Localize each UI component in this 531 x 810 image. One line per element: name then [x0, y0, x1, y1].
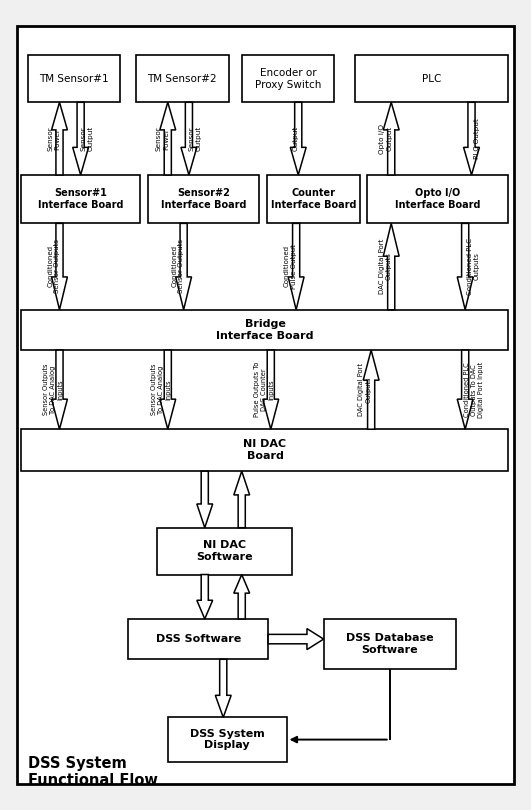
Text: Sensor
Power: Sensor Power: [48, 126, 61, 151]
Text: DSS System
Display: DSS System Display: [190, 729, 264, 750]
Polygon shape: [52, 350, 67, 429]
Polygon shape: [290, 102, 306, 175]
FancyBboxPatch shape: [21, 309, 509, 350]
Text: Conditioned
Sensor Outputs: Conditioned Sensor Outputs: [172, 239, 184, 293]
Text: Sensor Outputs
To DAC Analog
Inputs: Sensor Outputs To DAC Analog Inputs: [43, 364, 63, 416]
FancyBboxPatch shape: [157, 527, 292, 574]
Polygon shape: [197, 574, 213, 619]
Text: Bridge
Interface Board: Bridge Interface Board: [216, 319, 314, 341]
FancyBboxPatch shape: [28, 55, 120, 102]
Text: NI DAC
Board: NI DAC Board: [243, 439, 287, 461]
Polygon shape: [160, 102, 176, 175]
Polygon shape: [197, 471, 213, 527]
FancyBboxPatch shape: [367, 175, 509, 224]
Text: DAC Digital Port
Outputs: DAC Digital Port Outputs: [358, 363, 371, 416]
Polygon shape: [234, 471, 250, 527]
Polygon shape: [160, 350, 176, 429]
Text: NI DAC
Software: NI DAC Software: [196, 540, 253, 562]
Text: Sensor#1
Interface Board: Sensor#1 Interface Board: [38, 189, 124, 210]
Text: TM Sensor#2: TM Sensor#2: [148, 74, 217, 84]
Polygon shape: [52, 224, 67, 309]
Text: DSS Database
Software: DSS Database Software: [346, 633, 433, 654]
Polygon shape: [383, 102, 399, 175]
Text: PLC: PLC: [422, 74, 442, 84]
Text: Sensor#2
Interface Board: Sensor#2 Interface Board: [161, 189, 246, 210]
Text: Sensor
Power: Sensor Power: [156, 126, 169, 151]
FancyBboxPatch shape: [267, 175, 359, 224]
Polygon shape: [288, 224, 304, 309]
Text: Conditioned
Sensor Outputs: Conditioned Sensor Outputs: [47, 239, 60, 293]
Polygon shape: [73, 102, 89, 175]
FancyBboxPatch shape: [148, 175, 259, 224]
Polygon shape: [263, 350, 279, 429]
Polygon shape: [457, 350, 473, 429]
Polygon shape: [383, 224, 399, 309]
FancyBboxPatch shape: [21, 175, 140, 224]
Text: Encoder or
Proxy Switch: Encoder or Proxy Switch: [255, 68, 321, 90]
Polygon shape: [268, 629, 323, 650]
Text: DSS System
Functional Flow: DSS System Functional Flow: [28, 756, 158, 788]
Text: Sensor
Output: Sensor Output: [81, 126, 93, 151]
Polygon shape: [464, 102, 479, 175]
Text: Opto I/O
Output: Opto I/O Output: [380, 124, 392, 154]
FancyBboxPatch shape: [323, 619, 456, 669]
Polygon shape: [176, 224, 192, 309]
FancyBboxPatch shape: [355, 55, 509, 102]
FancyBboxPatch shape: [242, 55, 334, 102]
Polygon shape: [181, 102, 197, 175]
Text: TM Sensor#1: TM Sensor#1: [39, 74, 109, 84]
Text: Counter
Interface Board: Counter Interface Board: [271, 189, 356, 210]
Text: Conditioned PLC
Outputs: Conditioned PLC Outputs: [467, 237, 479, 295]
Text: Opto I/O
Interface Board: Opto I/O Interface Board: [395, 189, 481, 210]
Polygon shape: [52, 102, 67, 175]
FancyBboxPatch shape: [17, 26, 514, 784]
FancyBboxPatch shape: [128, 619, 268, 659]
Polygon shape: [215, 659, 231, 718]
Text: PLC Output: PLC Output: [474, 118, 480, 159]
Polygon shape: [457, 224, 473, 309]
Text: Output: Output: [293, 126, 298, 151]
FancyBboxPatch shape: [21, 429, 509, 471]
Text: Conditioned
Pulse Output: Conditioned Pulse Output: [284, 244, 297, 288]
Text: Pulse Outputs To
DAC Counter
Inputs: Pulse Outputs To DAC Counter Inputs: [254, 362, 275, 417]
Polygon shape: [363, 350, 379, 429]
Text: Conditioned PLC
Outputs To DAC
Digital Port Input: Conditioned PLC Outputs To DAC Digital P…: [464, 361, 484, 418]
Text: DSS Software: DSS Software: [156, 634, 241, 644]
FancyBboxPatch shape: [168, 718, 287, 761]
Text: Sensor Outputs
To DAC Analog
Inputs: Sensor Outputs To DAC Analog Inputs: [151, 364, 172, 416]
Text: DAC Digital Port
Outputs: DAC Digital Port Outputs: [379, 238, 392, 294]
Text: Sensor
Output: Sensor Output: [189, 126, 202, 151]
FancyBboxPatch shape: [136, 55, 228, 102]
Polygon shape: [234, 574, 250, 619]
